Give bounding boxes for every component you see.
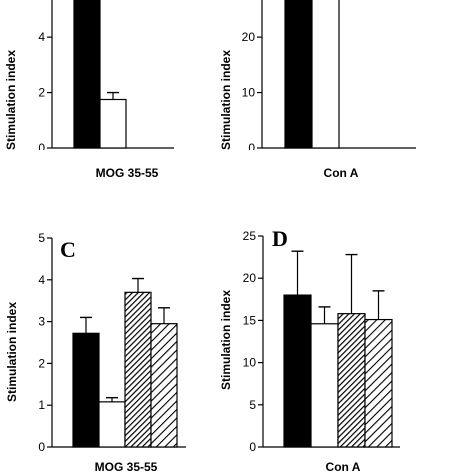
panel-a-y-axis-label: Stimulation index (4, 50, 18, 150)
bar (72, 332, 100, 448)
y-tick-label: 0 (38, 141, 45, 155)
bar (98, 401, 126, 448)
panel-b-category-label: Con A (324, 166, 359, 180)
y-tick-label: 15 (243, 313, 257, 327)
y-tick-label: 20 (243, 271, 257, 285)
panel-a-category-label: MOG 35-55 (96, 166, 159, 180)
panel-c: Stimulation index C 0 1 2 3 4 5 (5, 231, 186, 454)
bar (73, 0, 101, 149)
bar (283, 294, 312, 448)
y-tick-label: 2 (38, 86, 45, 100)
panel-d-label: D (272, 226, 288, 251)
bar (284, 0, 313, 149)
y-tick-label: 4 (38, 30, 45, 44)
y-tick-label: 1 (38, 398, 45, 412)
bar (337, 313, 366, 448)
bar (99, 98, 127, 149)
y-tick-label: 0 (38, 440, 45, 454)
bar (124, 291, 152, 448)
panel-d-y-axis-label: Stimulation index (219, 290, 233, 390)
panel-b: Stimulation index 0 10 20 (219, 0, 416, 155)
panel-c-category-label: MOG 35-55 (95, 460, 158, 474)
bar (150, 323, 178, 448)
y-tick-label: 2 (38, 356, 45, 370)
y-tick-label: 4 (38, 273, 45, 287)
panel-d: Stimulation index D 0 5 10 15 20 25 (219, 226, 400, 454)
panel-d-category-label: Con A (326, 460, 361, 474)
y-tick-label: 0 (248, 141, 255, 155)
y-tick-label: 10 (243, 356, 257, 370)
y-tick-label: 5 (38, 231, 45, 245)
bar (310, 323, 339, 448)
y-tick-label: 0 (249, 440, 256, 454)
y-tick-label: 20 (242, 30, 256, 44)
panel-b-y-axis-label: Stimulation index (219, 50, 233, 150)
bar (364, 318, 393, 448)
y-tick-label: 25 (243, 229, 257, 243)
panel-a: Stimulation index 0 2 4 (4, 0, 174, 155)
y-tick-label: 5 (249, 398, 256, 412)
y-tick-label: 3 (38, 315, 45, 329)
bar (311, 0, 340, 149)
y-tick-label: 10 (242, 86, 256, 100)
panel-c-y-axis-label: Stimulation index (5, 302, 19, 402)
panel-c-label: C (60, 237, 76, 262)
